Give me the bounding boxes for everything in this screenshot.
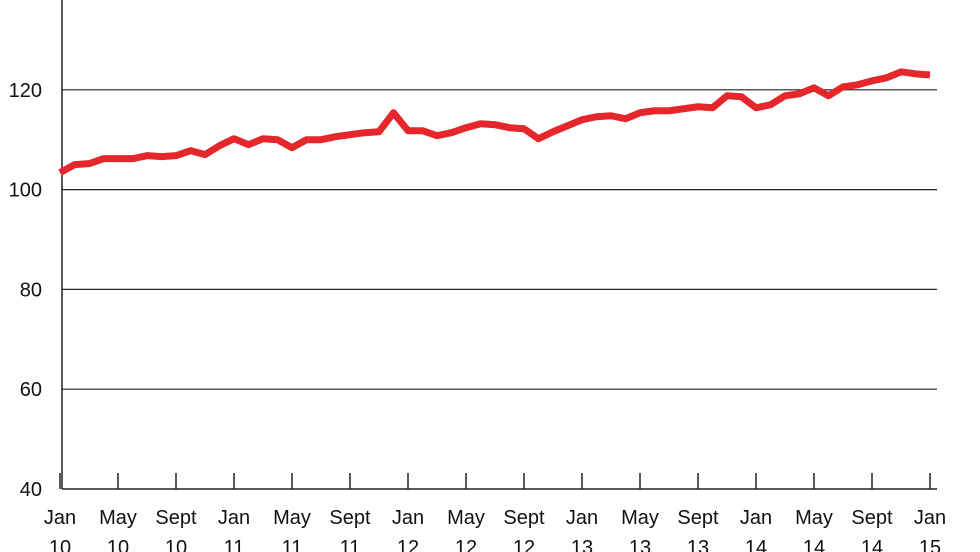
data-line [58, 68, 931, 176]
x-tick-label: Jan 12 [392, 507, 424, 552]
x-tick-label: Jan 10 [44, 507, 76, 552]
y-tick-label: 80 [20, 279, 42, 301]
x-tick-label: Sept 11 [329, 507, 371, 552]
x-tick-label: May 10 [99, 507, 137, 552]
x-tick-label: May 13 [621, 507, 659, 552]
x-tick-label: Sept 12 [503, 507, 545, 552]
y-tick-label: 120 [9, 80, 42, 102]
x-tick-label: May 14 [795, 507, 833, 552]
x-tick-label: Jan 15 [914, 507, 946, 552]
x-tick-label: May 11 [273, 507, 311, 552]
x-tick-label: Jan 13 [566, 507, 598, 552]
y-tick-label: 140 [9, 0, 42, 2]
y-tick-label: 40 [20, 479, 42, 501]
x-tick-label: Sept 10 [155, 507, 197, 552]
x-tick-label: May 12 [447, 507, 485, 552]
x-tick-label: Sept 13 [677, 507, 719, 552]
y-tick-label: 60 [20, 379, 42, 401]
x-tick-label: Sept 14 [851, 507, 893, 552]
x-tick-label: Jan 14 [740, 507, 772, 552]
y-tick-label: 100 [9, 180, 42, 202]
x-tick-label: Jan 11 [218, 507, 250, 552]
